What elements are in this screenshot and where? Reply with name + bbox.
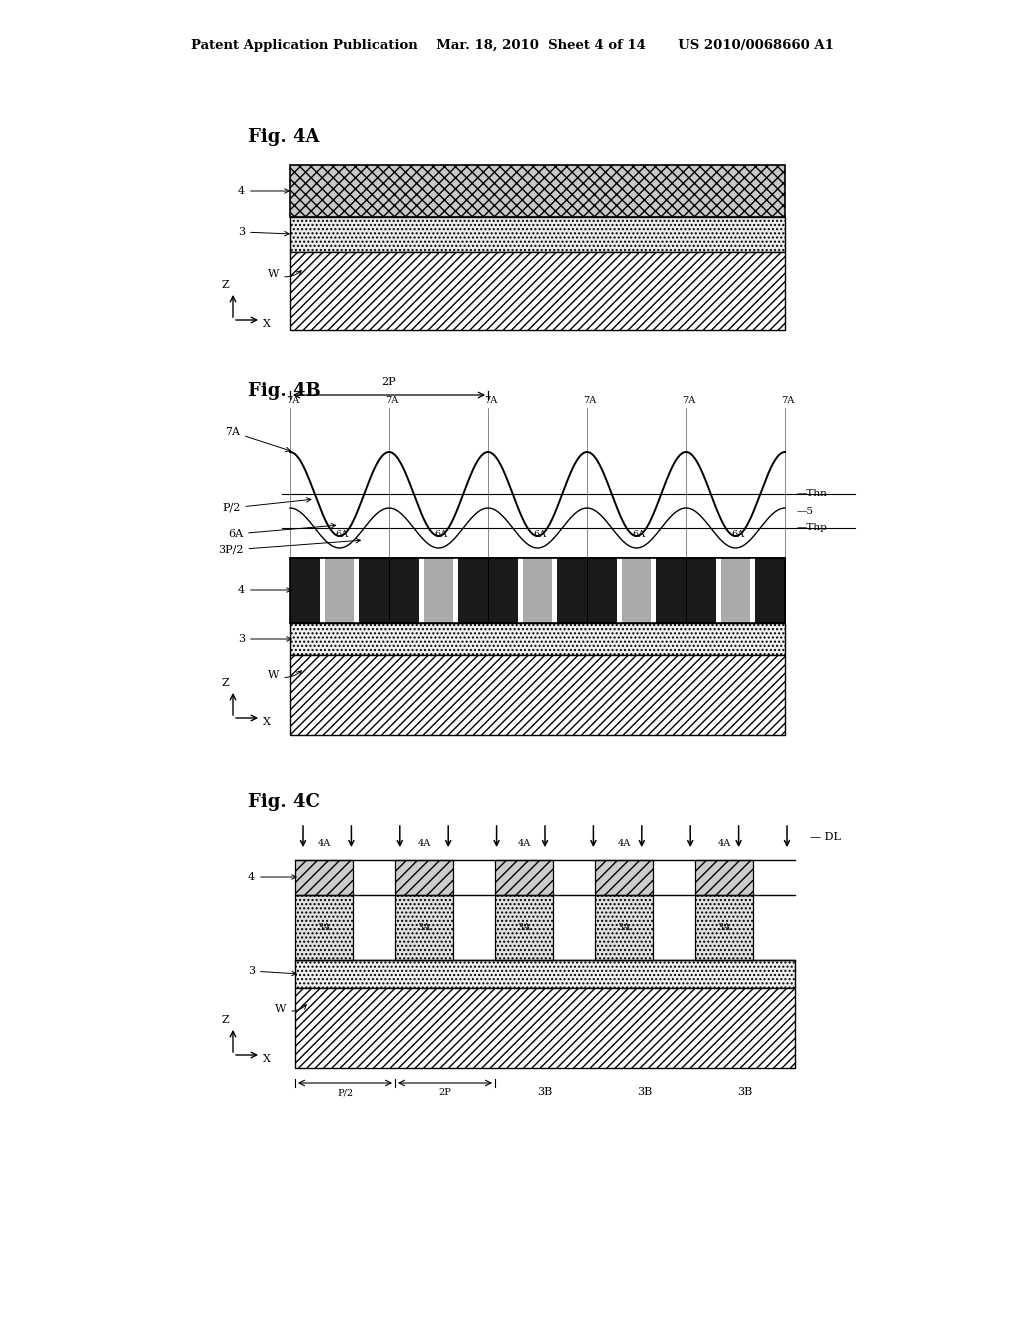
Bar bbox=[595, 895, 653, 960]
Text: 4A: 4A bbox=[517, 840, 530, 847]
Text: 2P: 2P bbox=[382, 378, 396, 387]
Text: —Thn: —Thn bbox=[797, 490, 827, 499]
Bar bbox=[622, 558, 651, 623]
Bar bbox=[522, 558, 552, 623]
Bar bbox=[295, 960, 795, 987]
Text: 3A: 3A bbox=[317, 923, 331, 932]
Text: Patent Application Publication    Mar. 18, 2010  Sheet 4 of 14       US 2010/006: Patent Application Publication Mar. 18, … bbox=[190, 38, 834, 51]
Text: 3B: 3B bbox=[538, 1086, 553, 1097]
Text: 3A: 3A bbox=[617, 923, 631, 932]
Bar bbox=[518, 558, 557, 623]
Bar bbox=[595, 861, 653, 895]
Text: Z: Z bbox=[221, 280, 228, 290]
Bar bbox=[419, 558, 459, 623]
Text: 4: 4 bbox=[238, 186, 289, 195]
Text: 3A: 3A bbox=[718, 923, 731, 932]
Bar bbox=[295, 895, 353, 960]
Text: 7A: 7A bbox=[682, 396, 695, 405]
Bar bbox=[290, 252, 785, 330]
Text: X: X bbox=[263, 717, 271, 727]
Bar bbox=[325, 558, 354, 623]
Text: 7A: 7A bbox=[225, 426, 291, 451]
Text: —5: —5 bbox=[797, 507, 814, 516]
Text: Z: Z bbox=[221, 678, 228, 688]
Bar bbox=[695, 895, 753, 960]
Text: P/2: P/2 bbox=[222, 498, 311, 513]
Bar bbox=[424, 558, 454, 623]
Text: X: X bbox=[263, 319, 271, 329]
Text: 6A: 6A bbox=[228, 524, 336, 539]
Text: W: W bbox=[268, 671, 301, 680]
Bar bbox=[395, 861, 453, 895]
Text: 6A: 6A bbox=[532, 531, 546, 539]
Bar bbox=[721, 558, 751, 623]
Bar bbox=[290, 558, 785, 623]
Text: 6A: 6A bbox=[632, 531, 645, 539]
Text: — DL: — DL bbox=[810, 832, 841, 842]
Text: 3B: 3B bbox=[637, 1086, 652, 1097]
Text: Fig. 4C: Fig. 4C bbox=[248, 793, 319, 810]
Bar bbox=[716, 558, 756, 623]
Text: 3A: 3A bbox=[418, 923, 431, 932]
Bar bbox=[495, 895, 553, 960]
Bar bbox=[395, 895, 453, 960]
Text: 4A: 4A bbox=[317, 840, 331, 847]
Text: 4A: 4A bbox=[617, 840, 631, 847]
Text: 2P: 2P bbox=[438, 1088, 452, 1097]
Text: 6A: 6A bbox=[335, 531, 348, 539]
Bar bbox=[295, 987, 795, 1068]
Text: 7A: 7A bbox=[287, 396, 300, 405]
Text: 3: 3 bbox=[238, 227, 289, 238]
Text: 7A: 7A bbox=[781, 396, 795, 405]
Text: 4: 4 bbox=[238, 585, 291, 595]
Text: 7A: 7A bbox=[584, 396, 597, 405]
Bar bbox=[616, 558, 656, 623]
Text: 3B: 3B bbox=[737, 1086, 753, 1097]
Text: 4A: 4A bbox=[718, 840, 731, 847]
Bar bbox=[295, 861, 353, 895]
Text: Fig. 4A: Fig. 4A bbox=[248, 128, 319, 147]
Text: W: W bbox=[275, 1005, 306, 1014]
Text: 3: 3 bbox=[238, 634, 291, 644]
Text: 7A: 7A bbox=[484, 396, 498, 405]
Text: —Thp: —Thp bbox=[797, 524, 827, 532]
Bar bbox=[290, 655, 785, 735]
Bar bbox=[695, 861, 753, 895]
Bar bbox=[495, 861, 553, 895]
Text: P/2: P/2 bbox=[337, 1088, 353, 1097]
Text: 7A: 7A bbox=[385, 396, 398, 405]
Text: Fig. 4B: Fig. 4B bbox=[248, 381, 321, 400]
Text: W: W bbox=[268, 269, 301, 279]
Bar bbox=[290, 165, 785, 216]
Text: 6A: 6A bbox=[731, 531, 744, 539]
Bar bbox=[319, 558, 359, 623]
Text: 6A: 6A bbox=[434, 531, 447, 539]
Text: 3: 3 bbox=[248, 966, 296, 975]
Bar bbox=[290, 623, 785, 655]
Bar bbox=[290, 216, 785, 252]
Text: X: X bbox=[263, 1053, 271, 1064]
Text: 4A: 4A bbox=[418, 840, 431, 847]
Text: 3P/2: 3P/2 bbox=[218, 539, 360, 554]
Text: Z: Z bbox=[221, 1015, 228, 1026]
Text: 4: 4 bbox=[248, 873, 296, 882]
Text: 3A: 3A bbox=[517, 923, 530, 932]
